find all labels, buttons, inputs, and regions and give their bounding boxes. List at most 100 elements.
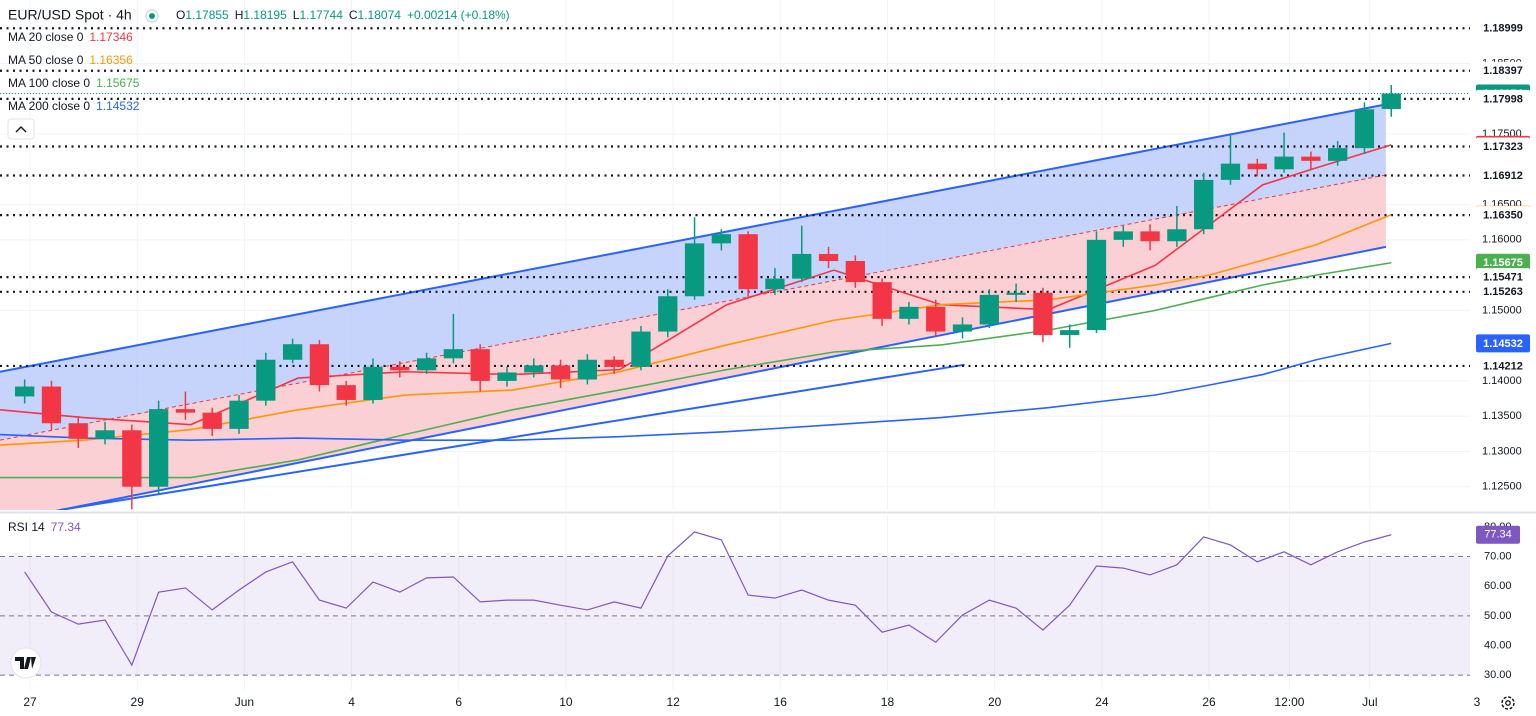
candle-body: [899, 306, 919, 319]
candle-body: [926, 306, 946, 332]
price-tag: [1476, 166, 1530, 185]
y-tick-label: 1.15000: [1482, 304, 1522, 316]
candle-body: [122, 430, 142, 487]
chevron-icon: [15, 126, 27, 133]
candle-body: [282, 344, 303, 360]
ma-name: MA 100 close 0: [8, 76, 90, 90]
ohlc-letter: H: [235, 8, 244, 22]
candle-body: [1328, 148, 1348, 161]
candle-body: [1354, 109, 1375, 149]
x-tick-label: Jul: [1362, 695, 1377, 709]
candle-body: [443, 349, 464, 359]
candle-body: [309, 344, 330, 386]
candle-body: [738, 234, 758, 290]
x-tick-label: 26: [1202, 695, 1216, 709]
candle-body: [416, 358, 437, 371]
ma-name: MA 20 close 0: [8, 30, 84, 44]
y-tick-label: 1.14000: [1482, 375, 1522, 387]
rsi-tick-label: 30.00: [1484, 669, 1512, 681]
price-tag: [1476, 206, 1530, 225]
candle-body: [818, 253, 839, 261]
ohlc-value: 1.17744: [299, 8, 343, 22]
logo-mark: [15, 657, 36, 669]
price-tag: [1476, 334, 1530, 353]
price-tag: [1476, 137, 1530, 156]
price-tag: [1476, 89, 1530, 108]
channel-upper: [0, 103, 1387, 373]
x-tick-label: 4: [348, 695, 355, 709]
x-tick-label: 24: [1095, 695, 1109, 709]
ma-name: MA 200 close 0: [8, 99, 90, 113]
candle-body: [1194, 179, 1214, 230]
x-tick-label: 12:00: [1274, 695, 1304, 709]
rsi-tick-label: 70.00: [1484, 550, 1512, 562]
moving-average: [0, 342, 1392, 441]
candle-body: [1247, 163, 1267, 170]
price-tag-label: 1.16912: [1483, 170, 1523, 182]
rsi-tag: [1476, 525, 1520, 544]
candle-body: [658, 296, 678, 332]
candle-body: [1140, 231, 1160, 242]
ohlc-readout: O1.17855 H1.18195 L1.17744 C1.18074 +0.00214…: [176, 8, 510, 22]
rsi-tick-label: 50.00: [1484, 610, 1512, 622]
candle-body: [202, 412, 222, 429]
x-tick-label: 20: [988, 695, 1002, 709]
ma-legend: MA 20 close 0 1.17346: [8, 30, 133, 44]
candle-body: [175, 409, 196, 413]
price-tag: [1476, 61, 1530, 80]
candle-body: [497, 372, 517, 381]
rsi-name: RSI 14: [8, 520, 45, 534]
x-tick-label: Jun: [235, 695, 254, 709]
candle-body: [95, 430, 115, 439]
tv-logo[interactable]: [10, 647, 42, 679]
collapse-button[interactable]: [7, 118, 35, 140]
price-tag: [1476, 268, 1530, 287]
ohlc-value: 1.18074: [358, 8, 402, 22]
candle-body: [1086, 239, 1107, 331]
candle-body: [1220, 163, 1241, 180]
legend: EUR/USD Spot · 4h O1.17855 H1.18195 L1.177…: [8, 7, 510, 534]
gear-center: [1505, 700, 1511, 706]
candle-body: [1167, 229, 1187, 242]
gear-icon: [1501, 696, 1515, 710]
rsi-tick-label: 60.00: [1484, 580, 1512, 592]
y-tick-label: 1.16000: [1482, 234, 1522, 246]
candle-body: [1006, 292, 1026, 295]
price-tag: [1476, 253, 1530, 272]
candle-body: [765, 278, 785, 290]
candle-body: [792, 253, 812, 279]
ma-legend: MA 100 close 0 1.15675: [8, 76, 140, 90]
x-tick-label: 29: [131, 695, 145, 709]
trendline: [59, 363, 965, 510]
candle-body: [1060, 330, 1080, 336]
candle-body: [148, 409, 169, 487]
candle-body: [952, 324, 973, 332]
chart-title: EUR/USD Spot · 4h: [8, 7, 132, 23]
ohlc-letter: O: [176, 8, 185, 22]
candle-body: [550, 365, 571, 380]
ohlc-letter: L: [293, 8, 300, 22]
price-tag-label: 1.15675: [1483, 257, 1523, 269]
candle-body: [845, 260, 865, 283]
channel-band: [0, 174, 1386, 510]
candle-body: [577, 359, 598, 380]
price-tag: [1476, 356, 1530, 375]
candle-body: [1381, 93, 1401, 109]
price-tag-label: 1.18397: [1483, 65, 1523, 77]
candle-body: [470, 349, 490, 381]
x-tick-label: 12: [666, 695, 680, 709]
main-plot: [0, 27, 1470, 510]
ohlc-change: +0.00214 (+0.18%): [407, 8, 510, 22]
y-tick-label: 1.13500: [1482, 410, 1522, 422]
ohlc-value: 1.17855: [185, 8, 229, 22]
x-tick-label: 16: [774, 695, 788, 709]
market-status-dot: [149, 13, 155, 19]
candle-body: [15, 386, 35, 397]
candle-body: [229, 400, 249, 429]
rsi-legend: RSI 14 77.34: [8, 520, 81, 534]
x-tick-label: 6: [455, 695, 462, 709]
ohlc-letter: C: [349, 8, 358, 22]
ma-value: 1.15675: [96, 76, 140, 90]
settings-button[interactable]: [1501, 696, 1515, 710]
